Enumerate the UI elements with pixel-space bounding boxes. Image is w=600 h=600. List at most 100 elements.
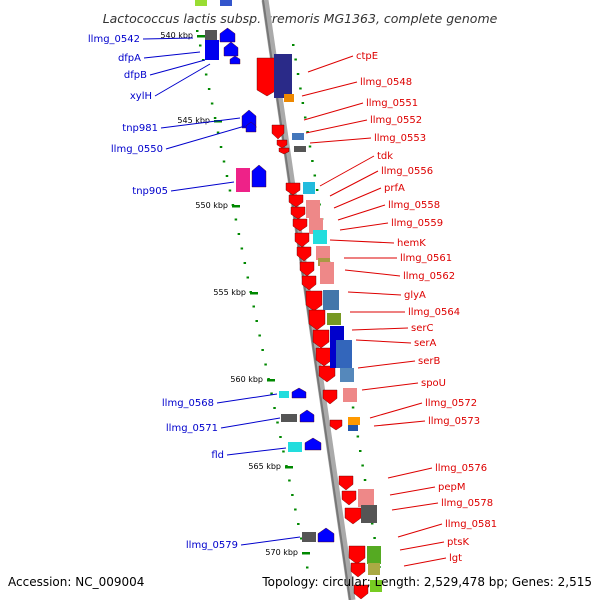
reverse-gene-arrow <box>322 389 338 405</box>
label-llmg-0573: llmg_0573 <box>428 416 480 427</box>
scale-dot <box>370 522 374 525</box>
label-llmg-0556: llmg_0556 <box>381 166 433 177</box>
scale-dot <box>315 189 319 191</box>
scale-dot <box>246 276 250 279</box>
label-llmg-0578: llmg_0578 <box>441 498 493 509</box>
scale-dot <box>204 73 208 76</box>
label-tnp981: tnp981 <box>122 123 158 134</box>
reverse-gene-arrow <box>256 57 278 97</box>
right-label-pointer <box>373 420 426 427</box>
right-label-pointer <box>355 339 412 344</box>
right-label-pointer <box>319 155 375 187</box>
gene-block <box>320 262 334 284</box>
gene-block <box>348 425 358 431</box>
scale-dot <box>276 421 279 424</box>
left-label-group: llmg_0542 dfpA dfpB xylH tnp981 llmg_0550 tnp9… <box>88 34 301 551</box>
gene-block <box>294 146 306 152</box>
gene-block <box>370 580 382 592</box>
map-title: Lactococcus lactis subsp. cremoris MG136… <box>103 11 498 26</box>
scale-major-tick <box>197 35 205 38</box>
label-llmg-0542: llmg_0542 <box>88 34 140 45</box>
label-serc: serC <box>411 323 433 334</box>
label-dfpb: dfpB <box>124 70 147 81</box>
gene-block <box>220 0 232 6</box>
scale-dot <box>363 479 367 481</box>
reverse-gene-arrow <box>285 182 301 196</box>
scale-label: 545 kbp <box>177 116 210 125</box>
label-pepm: pepM <box>438 482 465 493</box>
scale-dot <box>306 131 309 133</box>
left-label-pointer <box>226 447 287 456</box>
gene-block <box>340 368 354 382</box>
scale-dot <box>282 450 285 453</box>
label-ptsk: ptsK <box>447 537 469 548</box>
scale-dot <box>196 30 199 32</box>
reverse-gene-arrow <box>296 246 312 262</box>
label-prfa: prfA <box>384 183 405 194</box>
label-llmg-0568: llmg_0568 <box>162 398 214 409</box>
scale-label: 550 kbp <box>195 201 228 210</box>
reverse-gene-arrow <box>348 545 366 565</box>
scale-major-tick <box>302 552 310 555</box>
right-label-pointer <box>391 502 439 511</box>
right-label-pointer <box>351 327 409 331</box>
reverse-gene-arrow <box>305 290 323 312</box>
scale-dot <box>225 175 229 177</box>
scale-dot <box>373 537 376 539</box>
left-label-pointer <box>170 181 235 192</box>
gene-block <box>302 532 316 542</box>
scale-dot <box>313 174 317 177</box>
label-sera: serA <box>414 338 436 349</box>
reverse-gene-arrow <box>288 194 304 208</box>
scale-major-tick <box>250 292 258 295</box>
reverse-gene-arrow <box>329 419 343 431</box>
scale-dot <box>258 334 261 337</box>
gene-block <box>361 505 377 523</box>
scale-dot <box>305 566 309 569</box>
scale-dot <box>300 537 303 540</box>
gene-block <box>236 168 250 192</box>
scale-dot <box>216 131 220 134</box>
forward-gene-arrow <box>229 55 241 65</box>
reverse-gene-arrow <box>312 329 330 349</box>
label-lgt: lgt <box>449 553 462 564</box>
label-serb: serB <box>418 356 440 367</box>
label-llmg-0576: llmg_0576 <box>435 463 487 474</box>
scale-dot <box>222 160 226 163</box>
gene-block <box>367 546 381 564</box>
scale-dot <box>294 508 297 511</box>
scale-label: 560 kbp <box>230 375 263 384</box>
forward-gene-arrow <box>304 437 322 451</box>
scale-dot <box>255 320 258 322</box>
scale-label: 540 kbp <box>160 31 193 40</box>
scale-dot <box>237 233 241 235</box>
reverse-gene-arrow <box>308 309 326 331</box>
reverse-gene-arrow <box>290 206 306 220</box>
reverse-gene-arrow <box>299 261 315 277</box>
label-llmg-0564: llmg_0564 <box>408 307 460 318</box>
label-glya: glyA <box>404 290 426 301</box>
scale-dot <box>296 73 300 75</box>
label-llmg-0552: llmg_0552 <box>370 115 422 126</box>
scale-dot <box>358 450 362 452</box>
label-ctpe: ctpE <box>356 51 378 62</box>
gene-block <box>281 414 297 422</box>
right-label-pointer <box>305 119 368 134</box>
scale-dot <box>198 44 202 47</box>
left-label-pointer <box>165 125 246 150</box>
label-llmg-0561: llmg_0561 <box>400 253 452 264</box>
gene-block <box>279 391 289 398</box>
left-label-pointer <box>220 417 281 429</box>
scale-dot <box>291 494 294 496</box>
right-label-pointer <box>361 382 419 391</box>
reverse-gene-arrow <box>271 124 285 140</box>
label-llmg-0558: llmg_0558 <box>388 200 440 211</box>
gene-track <box>195 0 382 600</box>
gene-block <box>348 417 360 425</box>
gene-block <box>316 246 330 260</box>
left-label-pointer <box>154 63 211 97</box>
right-label-pointer <box>329 239 395 244</box>
right-label-pointer <box>307 55 354 73</box>
reverse-gene-arrow <box>341 490 357 506</box>
